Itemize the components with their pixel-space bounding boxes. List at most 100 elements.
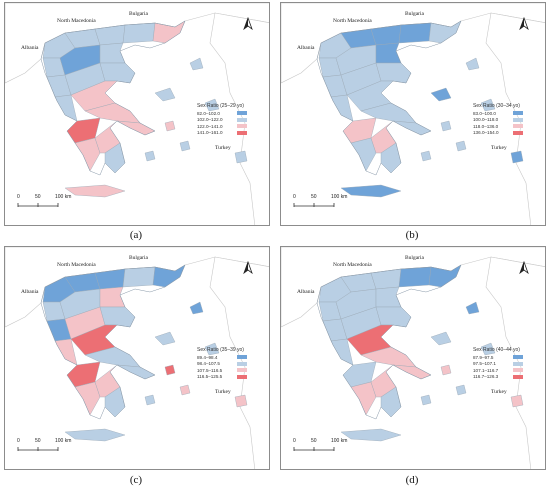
island-region <box>480 98 496 112</box>
legend: Sex Ratio (40–44 yo) 87.9–97.5 97.5–107.… <box>473 347 523 380</box>
legend-row: 116.7–126.3 <box>473 374 523 381</box>
island-region <box>164 364 176 376</box>
north-arrow-icon <box>519 261 529 275</box>
caption-c: (c) <box>129 474 143 486</box>
legend-swatch <box>513 124 523 129</box>
region <box>122 266 156 288</box>
label-turkey: Turkey <box>491 389 507 395</box>
island-region <box>179 384 191 396</box>
greece-outline <box>40 264 186 420</box>
legend: Sex Ratio (25–29 yo) 82.0–102.0 102.0–12… <box>197 103 247 136</box>
legend-row: 107.5–116.5 <box>197 367 247 374</box>
island-region <box>510 150 524 164</box>
scale-label: 50 <box>311 438 317 444</box>
island-region <box>465 57 480 71</box>
legend-swatch <box>237 374 247 379</box>
legend-label: 136.0–154.0 <box>473 130 499 136</box>
map-panel-c: Bulgaria North Macedonia Albania Turkey … <box>4 246 270 470</box>
region <box>122 22 156 44</box>
label-turkey: Turkey <box>215 145 231 151</box>
region <box>398 266 432 288</box>
label-north-macedonia: North Macedonia <box>333 262 372 268</box>
map-panel-d: Bulgaria North Macedonia Albania Turkey … <box>280 246 546 470</box>
scale-label: 100 km <box>331 194 348 200</box>
map-c <box>5 247 269 469</box>
caption-d: (d) <box>405 474 419 486</box>
map-d <box>281 247 545 469</box>
legend-swatch <box>237 130 247 135</box>
legend-label: 100.0–118.0 <box>473 117 499 123</box>
scale-ticks <box>293 203 335 207</box>
legend-row: 100.0–118.0 <box>473 117 523 124</box>
scale-label: 0 <box>17 438 20 444</box>
scale-label: 50 <box>311 194 317 200</box>
legend-row: 102.0–122.0 <box>197 117 247 124</box>
legend: Sex Ratio (35–39 yo) 89.4–98.4 98.4–107.… <box>197 347 247 380</box>
map-panel-b: Bulgaria North Macedonia Albania Turkey … <box>280 2 546 226</box>
legend-label: 116.7–126.3 <box>473 374 499 380</box>
legend-swatch <box>237 368 247 373</box>
legend-swatch <box>513 355 523 360</box>
legend-swatch <box>513 361 523 366</box>
region <box>99 42 126 64</box>
island-region <box>234 150 248 164</box>
island-region <box>144 394 156 406</box>
legend-row: 122.0–141.0 <box>197 123 247 130</box>
legend-label: 116.5–125.5 <box>197 374 223 380</box>
legend-swatch <box>237 361 247 366</box>
legend: Sex Ratio (30–34 yo) 83.0–100.0 100.0–11… <box>473 103 523 136</box>
island-region <box>420 394 432 406</box>
label-bulgaria: Bulgaria <box>129 11 148 17</box>
legend-label: 89.4–98.4 <box>197 354 218 360</box>
legend-label: 82.0–102.0 <box>197 110 220 116</box>
legend-swatch <box>513 130 523 135</box>
legend-row: 82.0–102.0 <box>197 110 247 117</box>
label-albania: Albania <box>21 289 39 295</box>
region <box>99 62 136 84</box>
legend-label: 122.0–141.0 <box>197 123 223 129</box>
legend-label: 107.5–116.5 <box>197 367 223 373</box>
legend-row: 87.9–97.5 <box>473 354 523 361</box>
island-region <box>340 428 402 442</box>
legend-title: Sex Ratio (30–34 yo) <box>473 103 520 109</box>
scale-ticks <box>17 203 59 207</box>
island-region <box>189 57 204 71</box>
north-arrow-icon <box>519 17 529 31</box>
legend-swatch <box>237 111 247 116</box>
legend-row: 136.0–154.0 <box>473 130 523 137</box>
island-region <box>480 342 496 356</box>
label-bulgaria: Bulgaria <box>405 255 424 261</box>
region <box>375 62 412 84</box>
region <box>54 94 78 122</box>
north-arrow-icon <box>243 261 253 275</box>
legend-label: 83.0–100.0 <box>473 110 496 116</box>
island-region <box>154 87 176 102</box>
scale-label: 100 km <box>55 194 72 200</box>
legend-label: 118.0–136.0 <box>473 123 499 129</box>
label-turkey: Turkey <box>491 145 507 151</box>
legend-swatch <box>237 124 247 129</box>
region <box>99 286 126 308</box>
legend-label: 97.5–107.1 <box>473 361 496 367</box>
island-region <box>455 384 467 396</box>
legend-swatch <box>513 368 523 373</box>
turkey-land <box>209 256 269 469</box>
region <box>74 381 101 416</box>
island-region <box>420 150 432 162</box>
island-region <box>64 428 126 442</box>
greece-outline <box>316 20 462 176</box>
scale-label: 100 km <box>55 438 72 444</box>
legend-label: 87.9–97.5 <box>473 354 494 360</box>
legend-row: 98.4–107.5 <box>197 361 247 368</box>
region <box>330 338 354 366</box>
greece-outline <box>40 20 186 176</box>
island-region <box>510 394 524 408</box>
island-region <box>154 331 176 346</box>
legend-swatch <box>237 355 247 360</box>
scale-label: 0 <box>17 194 20 200</box>
region <box>74 137 101 172</box>
scale-label: 0 <box>293 438 296 444</box>
scale-label: 0 <box>293 194 296 200</box>
legend-label: 102.0–122.0 <box>197 117 223 123</box>
label-turkey: Turkey <box>215 389 231 395</box>
